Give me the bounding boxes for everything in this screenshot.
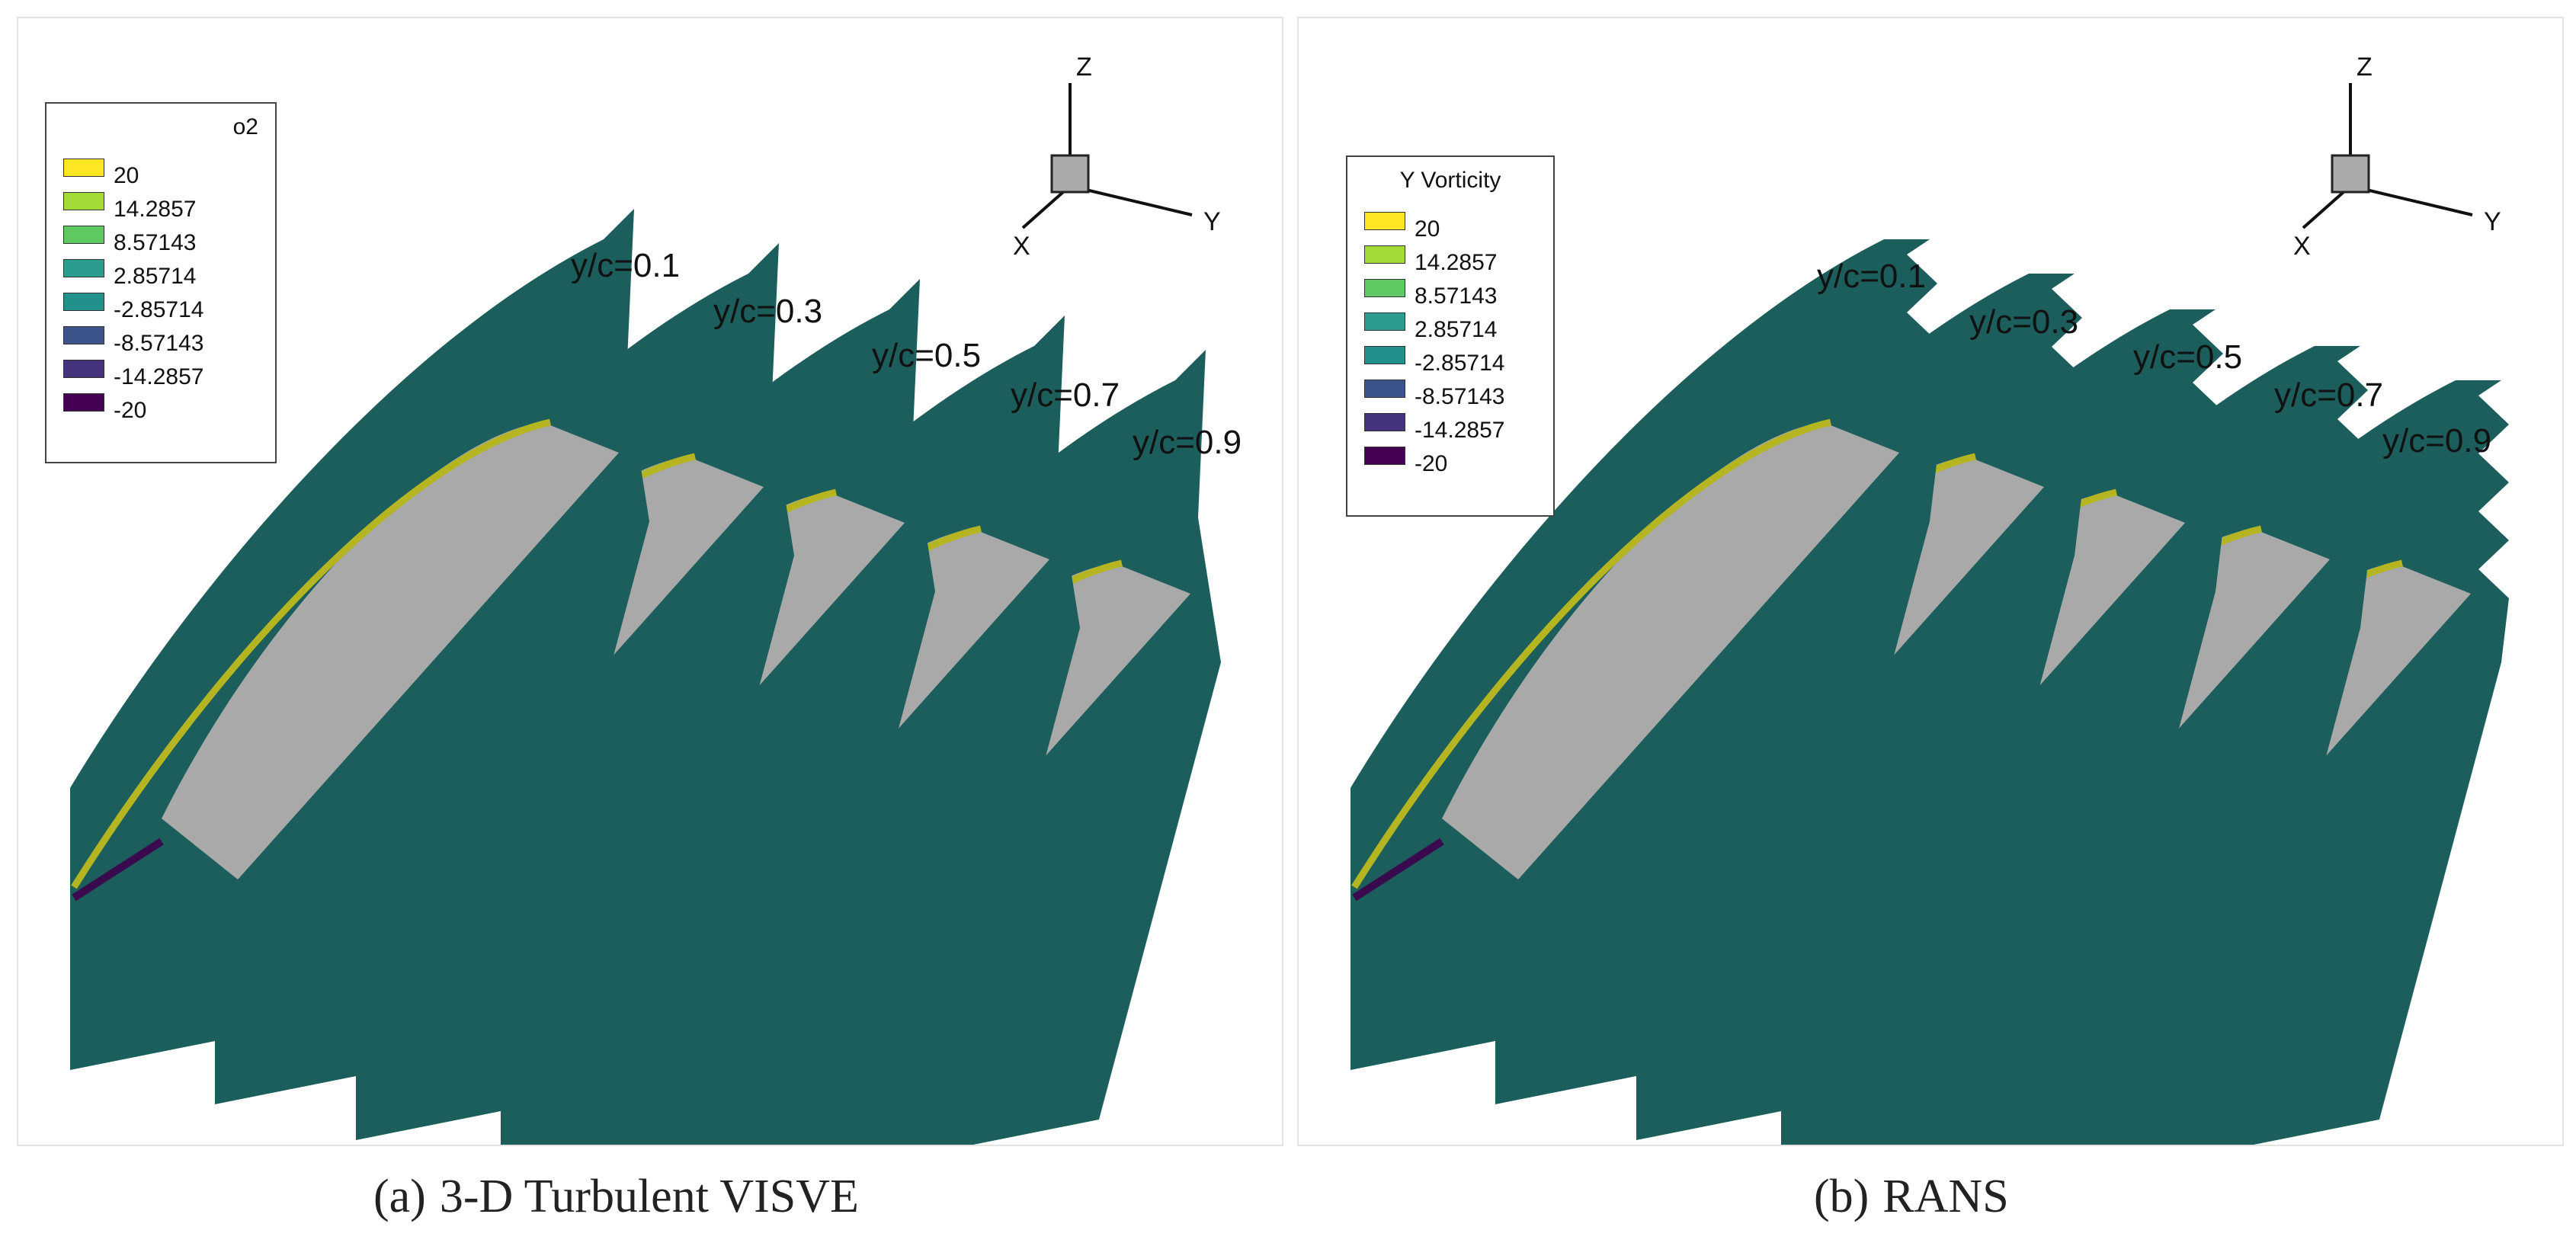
trailing-edge-contour: [72, 838, 164, 902]
legend-swatch: [63, 293, 104, 311]
legend-swatch: [63, 259, 104, 277]
axis-y-line: [1069, 184, 1193, 216]
trailing-edge-contour: [1352, 838, 1444, 902]
contour-plot-a: [70, 83, 1221, 1145]
caption-text: RANS: [1882, 1171, 2009, 1222]
blade-surface: [1442, 422, 1899, 879]
legend-title: Y Vorticity: [1399, 168, 1501, 193]
leading-edge-contour: [71, 418, 551, 889]
legend-title: o2: [232, 114, 258, 139]
panel-a: o2 20 14.2857 8.57143 2.85714 -2.85714 -8.571…: [17, 17, 1283, 1146]
caption-text: 3-D Turbulent VISVE: [439, 1171, 859, 1222]
legend-swatch: [63, 159, 104, 177]
legend-level-label: 8.57143: [114, 230, 197, 255]
legend-level-label: -2.85714: [1415, 351, 1505, 376]
slice-label: y/c=0.7: [2274, 376, 2384, 414]
legend-swatch: [1364, 346, 1405, 364]
caption-label: (a): [373, 1171, 426, 1222]
legend-swatch: [1364, 279, 1405, 297]
legend-swatch: [1364, 212, 1405, 230]
legend-level-label: -20: [114, 398, 147, 423]
axis-label-z: Z: [2357, 53, 2373, 82]
legend-swatch: [63, 326, 104, 344]
axis-label-y: Y: [1203, 207, 1221, 236]
legend-swatch: [1364, 447, 1405, 465]
legend-swatch: [1364, 413, 1405, 431]
caption-label: (b): [1814, 1171, 1870, 1222]
leading-edge-contour: [1351, 418, 1831, 889]
axis-y-line: [2350, 184, 2473, 216]
legend-level-label: 2.85714: [1415, 317, 1498, 342]
slice-label: y/c=0.9: [2382, 422, 2492, 460]
blade-surface: [162, 422, 619, 879]
legend-swatch: [63, 226, 104, 244]
legend-level-label: -14.2857: [1415, 418, 1505, 443]
contour-plot-b: [1350, 83, 2509, 1145]
legend-level-label: -14.2857: [114, 364, 204, 389]
axis-label-x: X: [2293, 232, 2311, 261]
legend-swatch: [63, 393, 104, 412]
legend-b: Y Vorticity 20 14.2857 8.57143 2.85714 -2.85…: [1346, 155, 1555, 517]
slice-label: y/c=0.7: [1011, 376, 1120, 414]
legend-swatch: [1364, 380, 1405, 398]
orientation-cube-icon: [2331, 154, 2370, 194]
legend-level-label: -8.57143: [1415, 384, 1505, 409]
legend-level-label: 2.85714: [114, 264, 197, 289]
legend-level-label: -2.85714: [114, 297, 204, 322]
legend-swatch: [1364, 245, 1405, 264]
legend-swatch: [1364, 312, 1405, 331]
axis-label-x: X: [1013, 232, 1030, 261]
legend-swatch: [63, 360, 104, 378]
legend-level-label: 20: [114, 163, 139, 188]
legend-level-label: 14.2857: [1415, 250, 1498, 275]
slice-label: y/c=0.1: [1817, 258, 1927, 295]
legend-a: o2 20 14.2857 8.57143 2.85714 -2.85714 -8.571…: [45, 102, 277, 463]
legend-level-label: -20: [1415, 451, 1448, 476]
orientation-cube-icon: [1050, 154, 1090, 194]
slice-label: y/c=0.9: [1133, 424, 1242, 461]
legend-level-label: 8.57143: [1415, 284, 1498, 309]
slice-label: y/c=0.3: [713, 293, 823, 330]
slice-label: y/c=0.3: [1969, 303, 2079, 341]
slice-label: y/c=0.5: [2133, 338, 2243, 376]
slice-label: y/c=0.1: [571, 247, 681, 284]
axis-label-y: Y: [2484, 207, 2501, 236]
panel-b: Y Vorticity 20 14.2857 8.57143 2.85714 -2.85…: [1297, 17, 2564, 1146]
axis-label-z: Z: [1076, 53, 1092, 82]
caption-b: (b) RANS: [1814, 1170, 2009, 1224]
caption-a: (a) 3-D Turbulent VISVE: [373, 1170, 859, 1224]
legend-level-label: 20: [1415, 216, 1440, 242]
legend-swatch: [63, 192, 104, 210]
legend-level-label: 14.2857: [114, 197, 197, 222]
legend-level-label: -8.57143: [114, 331, 204, 356]
slice-label: y/c=0.5: [872, 337, 982, 374]
